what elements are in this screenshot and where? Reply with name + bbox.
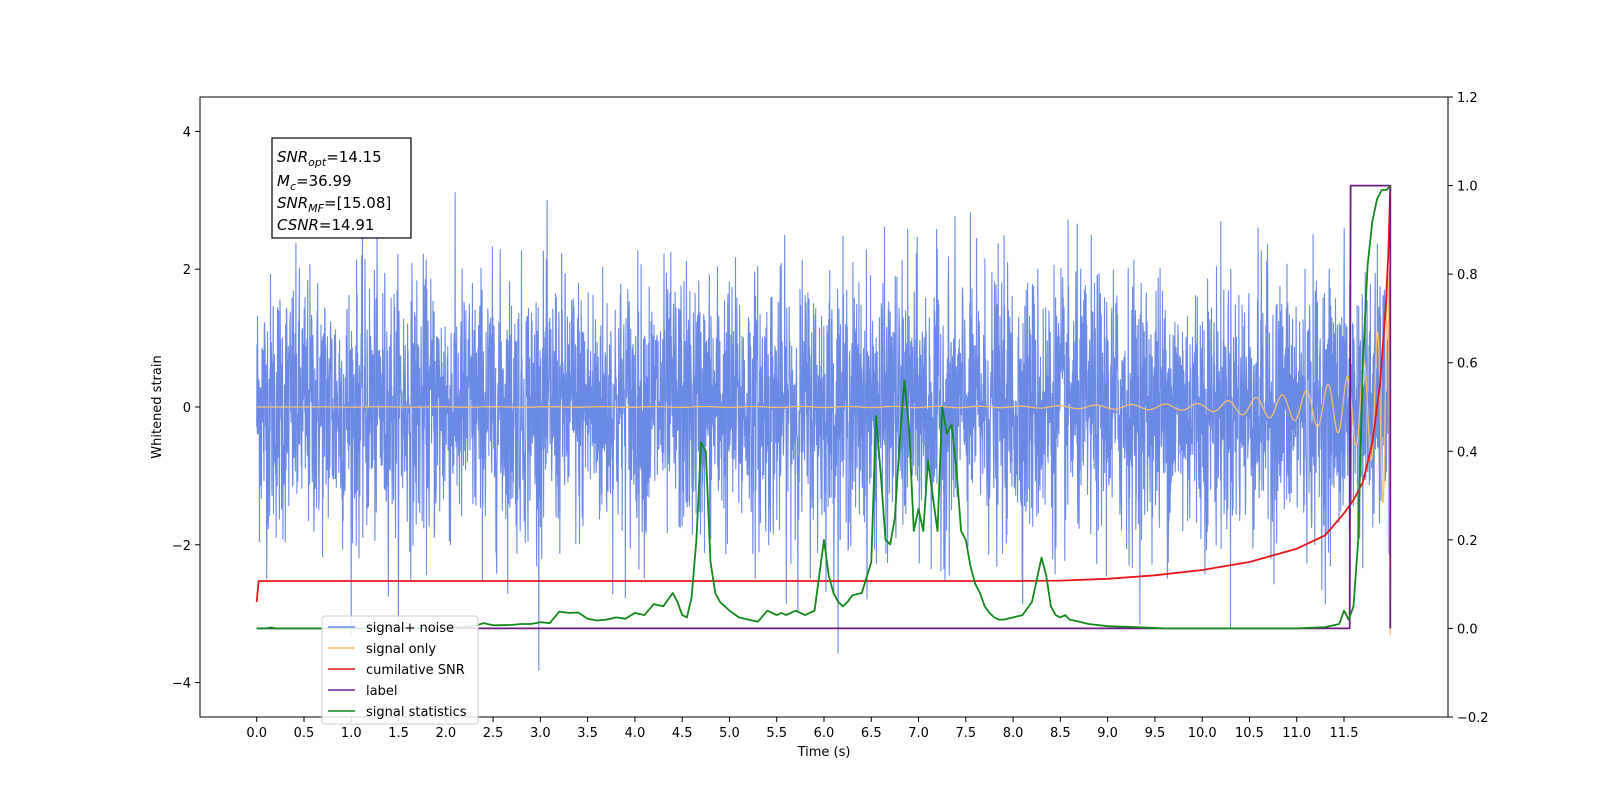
x-tick-label: 10.0: [1188, 726, 1217, 741]
x-axis-label: Time (s): [797, 745, 851, 760]
x-tick-label: 1.5: [388, 726, 409, 741]
legend-label: signal+ noise: [366, 621, 454, 636]
y-right-tick-label: −0.2: [1457, 711, 1489, 726]
legend-item: label: [328, 684, 397, 699]
y-left-tick-label: 0: [183, 401, 191, 416]
x-tick-label: 4.0: [625, 726, 646, 741]
y-right-tick-label: 0.4: [1457, 445, 1478, 460]
x-tick-label: 8.0: [1003, 726, 1024, 741]
x-tick-label: 7.5: [955, 726, 976, 741]
x-tick-label: 7.0: [908, 726, 929, 741]
x-tick-label: 6.0: [814, 726, 835, 741]
y-right-tick-label: 1.2: [1457, 91, 1478, 106]
series-signal-noise: [256, 192, 1391, 671]
legend-label: label: [366, 684, 397, 699]
annotation-snr-mf: SNRMF=[15.08]: [277, 194, 391, 215]
legend-item: signal statistics: [328, 705, 467, 720]
plot-area: [255, 184, 1392, 671]
y-axis-label-left: Whitened strain: [150, 355, 165, 458]
y-right-tick-label: 1.0: [1457, 180, 1478, 195]
x-tick-label: 5.5: [766, 726, 787, 741]
annotation-snr-opt: SNRopt=14.15: [277, 148, 382, 169]
annotation-mc: Mc=36.99: [277, 172, 352, 193]
x-tick-label: 11.0: [1282, 726, 1311, 741]
x-tick-label: 9.5: [1145, 726, 1166, 741]
y-right-tick-label: 0.6: [1457, 357, 1478, 372]
x-tick-label: 2.5: [483, 726, 504, 741]
legend-label: signal statistics: [366, 705, 467, 720]
x-tick-label: 8.5: [1050, 726, 1071, 741]
axes: 0.0 0.5 1.0 1.5 2.0 2.5 3.0 3.5 4.0 4.5 5.0 5.5 6.0 6…: [172, 91, 1489, 741]
series-label: [256, 184, 1392, 630]
y-right-tick-label: 0.0: [1457, 622, 1478, 637]
legend-item: cumilative SNR: [328, 663, 465, 678]
annotation-box: SNRopt=14.15 Mc=36.99 SNRMF=[15.08] CSNR…: [271, 137, 412, 239]
x-tick-label: 0.5: [294, 726, 315, 741]
annotation-csnr: CSNR=14.91: [277, 216, 374, 234]
x-tick-label: 2.0: [435, 726, 456, 741]
y-left-tick-label: 2: [183, 263, 191, 278]
x-tick-label: 4.5: [672, 726, 693, 741]
y-right-tick-label: 0.8: [1457, 268, 1478, 283]
y-left-tick-label: −4: [172, 677, 191, 692]
x-tick-label: 3.0: [530, 726, 551, 741]
x-tick-label: 11.5: [1330, 726, 1359, 741]
annotation-frame: [271, 137, 412, 239]
x-tick-label: 0.0: [246, 726, 267, 741]
x-tick-label: 3.5: [577, 726, 598, 741]
series-cumilative-snr: [255, 185, 1392, 602]
x-tick-label: 6.5: [861, 726, 882, 741]
y-left-tick-label: −2: [172, 539, 191, 554]
legend-item: signal+ noise: [328, 621, 454, 636]
series-signal-only: [256, 263, 1391, 636]
y-right-tick-label: 0.2: [1457, 534, 1478, 549]
legend: signal+ noise signal only cumilative SNR…: [321, 615, 479, 725]
x-tick-label: 10.5: [1235, 726, 1264, 741]
legend-item: signal only: [328, 642, 436, 657]
x-tick-label: 9.0: [1097, 726, 1118, 741]
legend-label: cumilative SNR: [366, 663, 465, 678]
x-tick-label: 5.0: [719, 726, 740, 741]
x-tick-label: 1.0: [341, 726, 362, 741]
y-left-tick-label: 4: [183, 125, 191, 140]
series-signal-statistics: [256, 185, 1391, 630]
legend-label: signal only: [366, 642, 436, 657]
legend-frame: [321, 615, 479, 725]
